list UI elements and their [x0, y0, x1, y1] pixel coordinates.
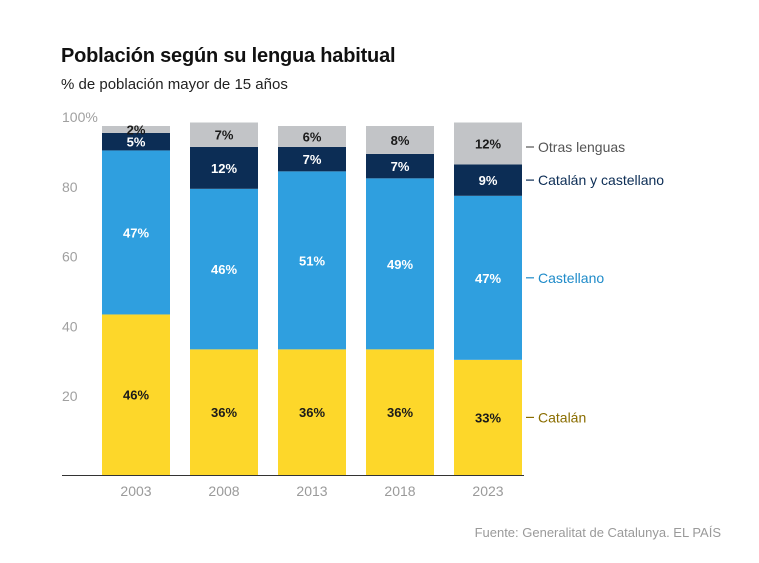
data-label: 8%: [391, 133, 410, 148]
x-tick-label: 2008: [208, 483, 239, 499]
data-label: 2%: [127, 122, 146, 137]
data-label: 46%: [123, 388, 149, 403]
legend-label-castellano: Castellano: [538, 270, 604, 286]
y-tick-label: 100%: [62, 109, 98, 125]
legend-label-otras-lenguas: Otras lenguas: [538, 139, 625, 155]
x-tick-label: 2003: [120, 483, 151, 499]
bar-segment-otras-lenguas: [454, 122, 522, 165]
bar-segment-castellano: [454, 195, 522, 360]
x-tick-label: 2013: [296, 483, 327, 499]
y-tick-label: 20: [62, 388, 78, 404]
bar-segment-castellano: [190, 188, 258, 350]
bar-segment-catalán: [278, 349, 346, 475]
data-label: 7%: [215, 128, 234, 143]
data-label: 36%: [211, 405, 237, 420]
y-tick-label: 80: [62, 179, 78, 195]
bar-segment-catalán: [102, 314, 170, 475]
data-label: 7%: [303, 152, 322, 167]
bar-segment-catalán: [454, 359, 522, 475]
data-label: 9%: [479, 173, 498, 188]
bar-segment-otras-lenguas: [102, 126, 170, 133]
bar-segment-otras-lenguas: [366, 126, 434, 154]
chart-subtitle: % de población mayor de 15 años: [61, 76, 288, 93]
data-label: 47%: [123, 225, 149, 240]
x-tick-label: 2018: [384, 483, 415, 499]
y-tick-label: 40: [62, 318, 78, 334]
data-label: 36%: [299, 405, 325, 420]
data-label: 7%: [391, 159, 410, 174]
legend-label-catalán: Catalán: [538, 409, 586, 425]
data-label: 47%: [475, 271, 501, 286]
data-label: 49%: [387, 257, 413, 272]
bar-segment-castellano: [366, 178, 434, 350]
bar-segment-otras-lenguas: [190, 122, 258, 147]
data-label: 6%: [303, 129, 322, 144]
bar-segment-catalán-y-castellano: [102, 132, 170, 151]
data-label: 46%: [211, 262, 237, 277]
bar-segment-catalán-y-castellano: [278, 146, 346, 172]
bar-segment-catalán-y-castellano: [190, 146, 258, 189]
bar-segment-catalán: [366, 349, 434, 475]
data-label: 12%: [211, 161, 237, 176]
data-label: 51%: [299, 253, 325, 268]
data-label: 12%: [475, 136, 501, 151]
bar-segment-castellano: [278, 171, 346, 350]
bar-segment-catalán-y-castellano: [366, 153, 434, 179]
legend-label-catalán-y-castellano: Catalán y castellano: [538, 172, 664, 188]
data-label: 36%: [387, 405, 413, 420]
bar-segment-catalán-y-castellano: [454, 164, 522, 196]
y-tick-label: 60: [62, 249, 78, 265]
bar-segment-catalán: [190, 349, 258, 475]
data-label: 5%: [127, 135, 146, 150]
data-label: 33%: [475, 410, 501, 425]
bar-segment-otras-lenguas: [278, 126, 346, 147]
source-note: Fuente: Generalitat de Catalunya. EL PAÍ…: [474, 525, 721, 540]
chart-title: Población según su lengua habitual: [61, 45, 396, 67]
x-tick-label: 2023: [472, 483, 503, 499]
bar-segment-castellano: [102, 150, 170, 315]
